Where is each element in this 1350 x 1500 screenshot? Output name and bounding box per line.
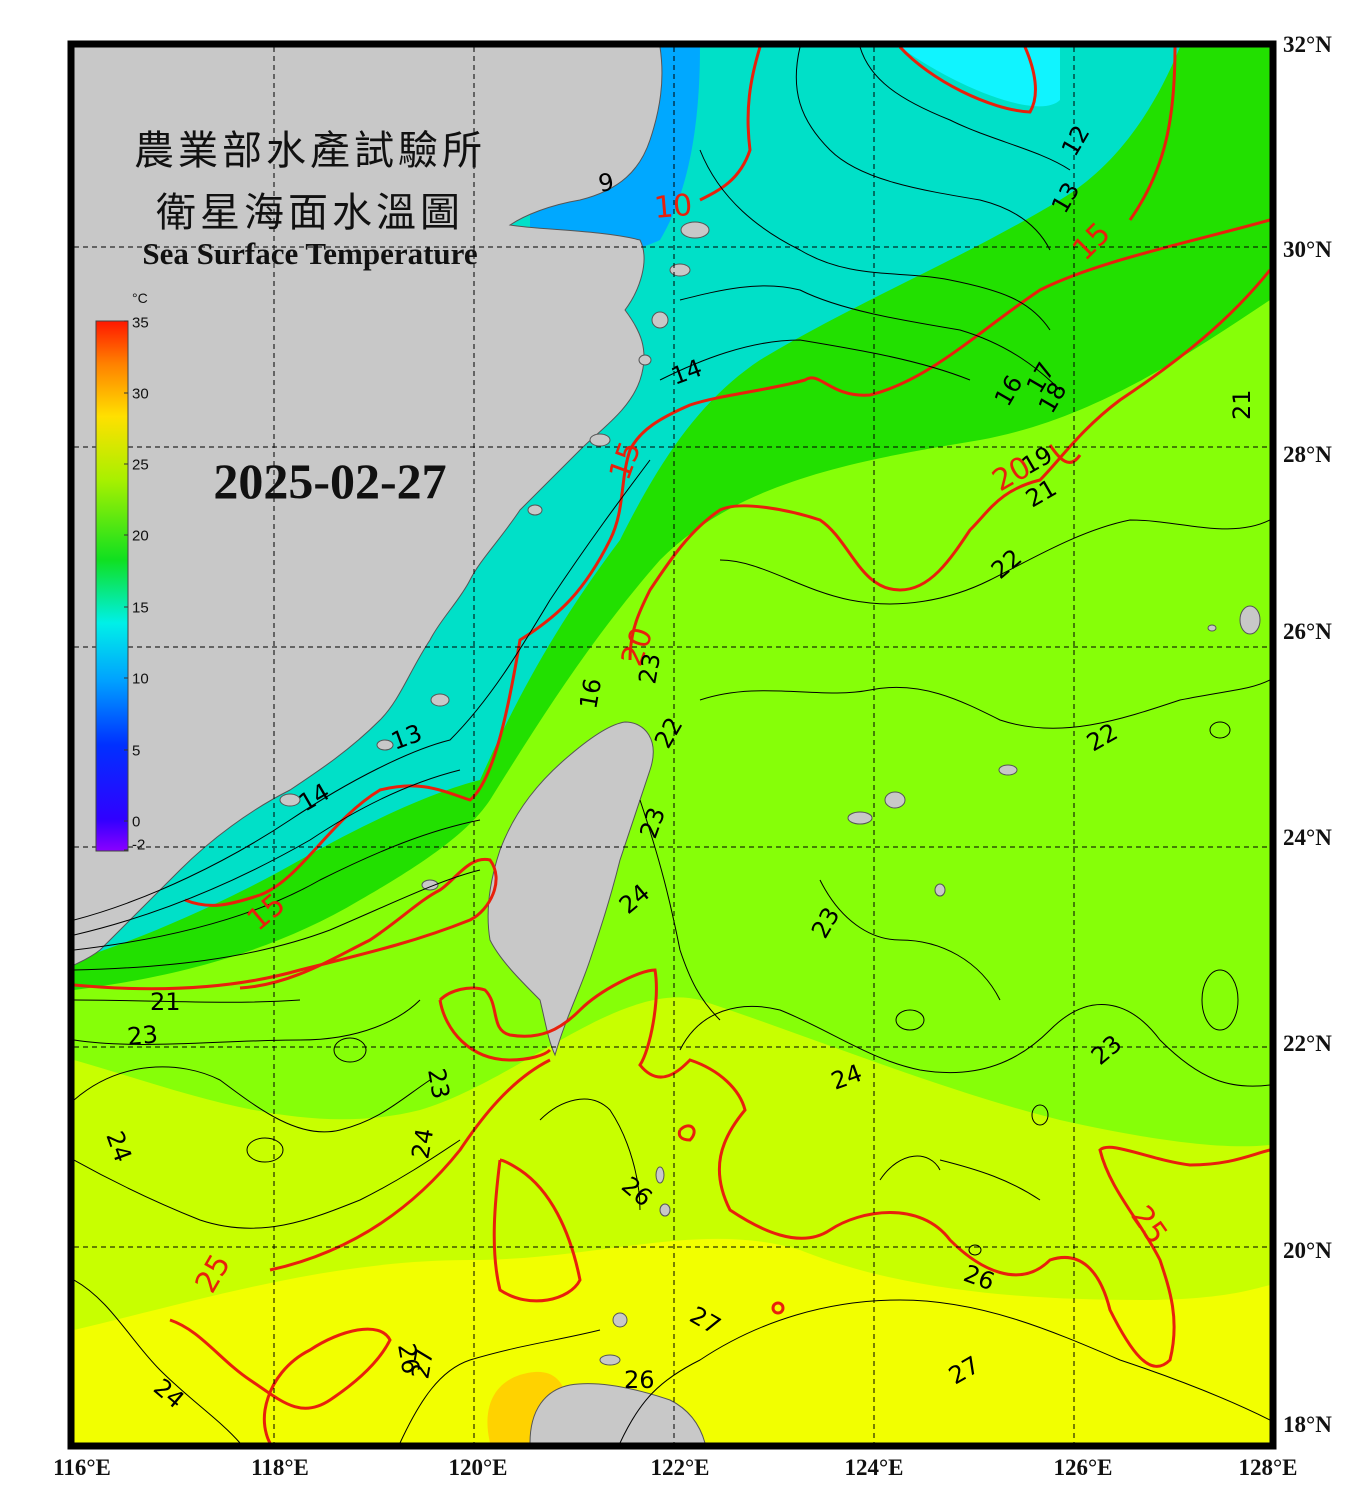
colorbar-tick-label: 25 xyxy=(132,456,149,474)
contour-label: 23 xyxy=(633,651,666,686)
latitude-label: 30°N xyxy=(1283,237,1332,262)
contour-label: 24 xyxy=(406,1126,439,1161)
water-light-cyan-band xyxy=(700,47,1060,107)
latitude-label: 26°N xyxy=(1283,619,1332,644)
colorbar-unit: °C xyxy=(132,290,148,306)
contour-label: 16 xyxy=(574,676,607,711)
contour-label: 23 xyxy=(126,1020,159,1051)
contour-label: 27 xyxy=(406,1346,439,1381)
map-frame xyxy=(67,40,1277,1450)
colorbar-tick-label: 0 xyxy=(132,813,141,831)
contour-label: 21 xyxy=(1228,389,1256,420)
colorbar-tick-label: 30 xyxy=(132,385,149,403)
colorbar-tick-label: -2 xyxy=(132,836,146,854)
latitude-label: 32°N xyxy=(1283,32,1332,57)
latitude-label: 18°N xyxy=(1283,1412,1332,1437)
longitude-label: 120°E xyxy=(448,1455,508,1480)
colorbar-tick-label: 15 xyxy=(132,599,149,617)
latitude-label: 28°N xyxy=(1283,442,1332,467)
longitude-label: 128°E xyxy=(1238,1455,1298,1480)
contour-label: 21 xyxy=(150,988,181,1016)
longitude-label: 126°E xyxy=(1053,1455,1113,1480)
contour-label: 26 xyxy=(392,1341,425,1376)
isotherms-major xyxy=(74,47,1270,1443)
longitude-label: 118°E xyxy=(251,1455,309,1480)
colorbar xyxy=(95,320,129,852)
colorbar-tick-label: 20 xyxy=(132,527,149,545)
luzon-island xyxy=(529,1383,706,1443)
latitude-label: 20°N xyxy=(1283,1238,1332,1263)
colorbar-tick-label: 5 xyxy=(132,742,141,760)
china-mainland xyxy=(74,47,663,966)
contour-label: 26 xyxy=(624,1366,655,1394)
longitude-label: 116°E xyxy=(53,1455,111,1480)
colorbar-tick-label: 10 xyxy=(132,670,149,688)
longitude-label: 122°E xyxy=(650,1455,710,1480)
contour-label: 9 xyxy=(596,168,616,198)
contour-label: 10 xyxy=(653,188,694,226)
isotherms-minor xyxy=(74,47,1270,1443)
latitude-label: 22°N xyxy=(1283,1031,1332,1056)
water-hot-band xyxy=(74,1238,1270,1443)
taiwan-island xyxy=(487,721,654,1057)
longitude-label: 124°E xyxy=(844,1455,904,1480)
title-chinese-agency: 農業部水產試驗所 xyxy=(134,128,486,174)
graticule xyxy=(74,47,1270,1443)
colorbar-tick-label: 35 xyxy=(132,314,149,332)
title-english: Sea Surface Temperature xyxy=(142,236,478,271)
colorbar-tick-marks xyxy=(124,320,128,851)
title-chinese-map: 衛星海面水溫圖 xyxy=(156,190,464,236)
map-date: 2025-02-27 xyxy=(213,453,447,509)
small-islands xyxy=(279,221,1261,1366)
contour-label: 23 xyxy=(422,1066,455,1101)
latitude-label: 24°N xyxy=(1283,825,1332,850)
